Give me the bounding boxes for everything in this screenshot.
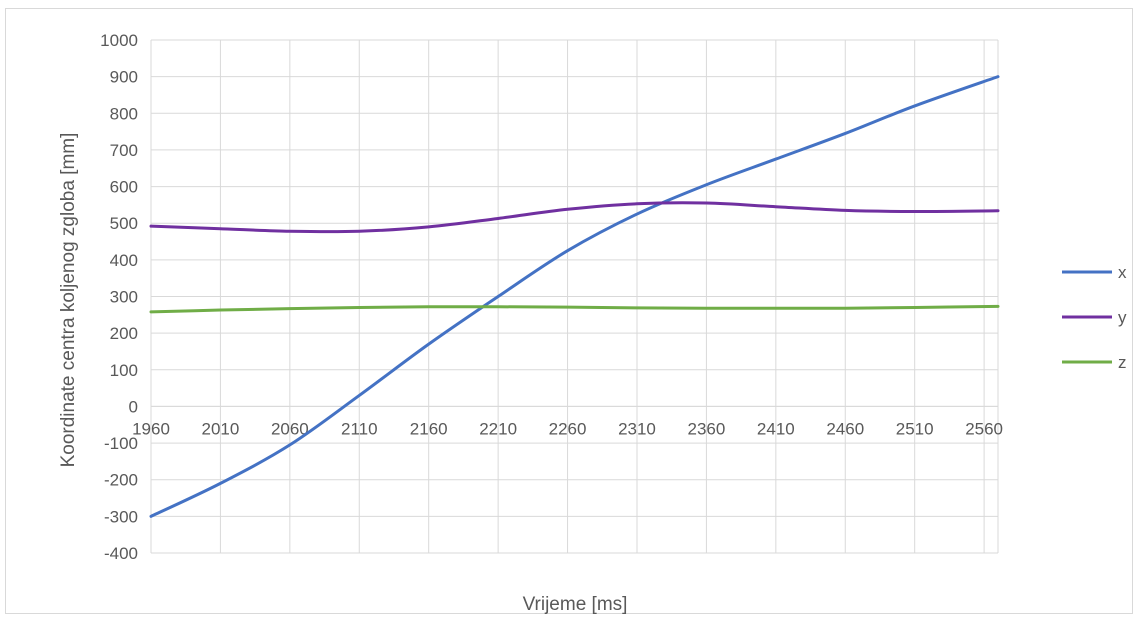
x-tick-label: 2060 [271,419,309,438]
x-tick-label: 2460 [826,419,864,438]
x-tick-label: 2310 [618,419,656,438]
x-tick-label: 2560 [965,419,1003,438]
x-tick-label: 2010 [202,419,240,438]
y-tick-label: 700 [110,141,138,160]
x-axis-ticks: 1960 2010 2060 2110 2160 2210 2260 2310 2360 2410… [132,419,1003,438]
y-tick-label: -400 [104,544,138,563]
x-axis-title: Vrijeme [ms] [523,594,628,615]
series-lines [149,75,1000,518]
y-tick-label: 300 [110,288,138,307]
y-tick-label: 400 [110,251,138,270]
x-tick-label: 1960 [132,419,170,438]
y-axis-title: Koordinate centra koljenog zgloba [mm] [58,133,79,468]
x-tick-label: 2110 [341,419,378,438]
legend-label-y: y [1118,308,1127,327]
y-tick-label: -100 [104,434,138,453]
y-tick-label: -300 [104,507,138,526]
y-tick-label: -200 [104,471,138,490]
x-tick-label: 2510 [896,419,934,438]
y-tick-label: 500 [110,214,138,233]
legend: x y z [1062,263,1127,372]
y-tick-label: 100 [110,361,138,380]
y-tick-label: 900 [110,68,138,87]
x-tick-label: 2160 [410,419,448,438]
series-line-z [149,304,1000,314]
y-tick-label: 1000 [100,31,138,50]
y-tick-label: 800 [110,104,138,123]
legend-label-x: x [1118,263,1127,282]
series-line-x [149,75,1000,518]
series-line-y [149,201,1000,234]
x-tick-label: 2210 [479,419,517,438]
legend-label-z: z [1118,353,1127,372]
x-tick-label: 2410 [757,419,795,438]
y-tick-label: 200 [110,324,138,343]
x-tick-label: 2260 [549,419,587,438]
y-axis-ticks: -400 -300 -200 -100 0 100 200 300 400 500 600 700 80… [100,31,138,563]
gridlines [150,39,999,554]
y-tick-label: 0 [129,397,138,416]
x-tick-label: 2360 [687,419,725,438]
y-tick-label: 600 [110,178,138,197]
